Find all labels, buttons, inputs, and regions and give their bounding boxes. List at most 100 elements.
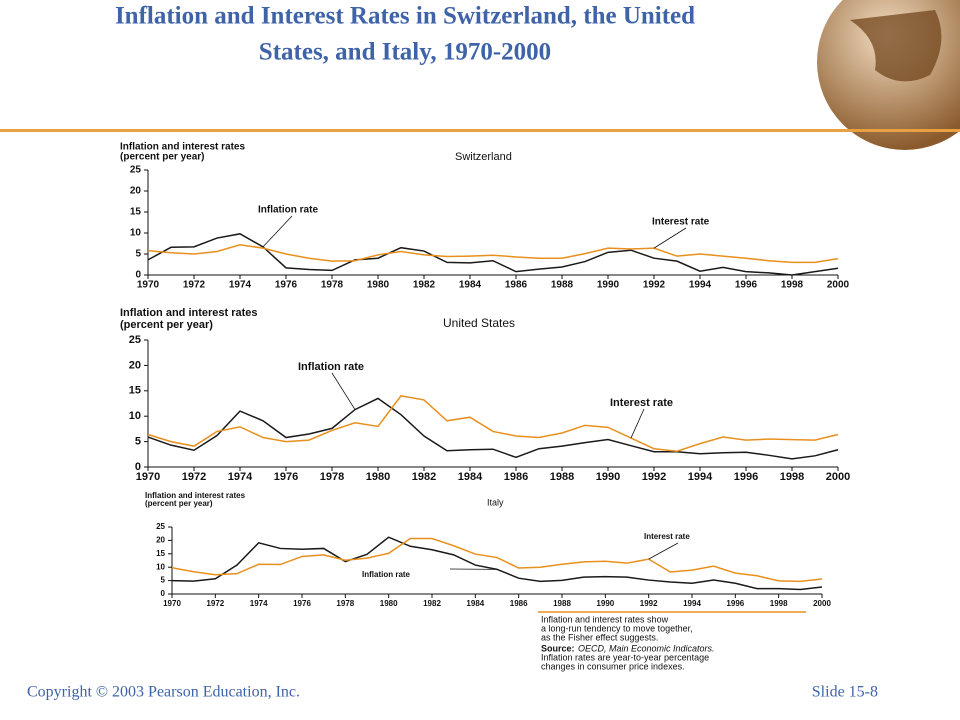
x-tick-label: 2000 — [813, 599, 831, 608]
x-tick-label: 1980 — [366, 471, 390, 483]
note: changes in consumer price indexes. — [541, 661, 685, 671]
slide-title: States, and Italy, 1970-2000 — [259, 39, 551, 66]
note: as the Fisher effect suggests. — [541, 632, 658, 642]
annotation-leader — [262, 215, 293, 248]
x-tick-label: 1982 — [412, 471, 436, 483]
y-tick-label: 5 — [135, 249, 141, 260]
x-tick-label: 1988 — [551, 280, 574, 291]
title-rule — [0, 129, 960, 132]
copyright: Copyright © 2003 Pearson Education, Inc. — [27, 684, 300, 701]
x-tick-label: 1980 — [367, 280, 390, 291]
x-tick-label: 1970 — [163, 599, 181, 608]
x-tick-label: 1976 — [293, 599, 311, 608]
y-tick-label: 15 — [156, 549, 165, 558]
x-tick-label: 1986 — [505, 280, 528, 291]
y-tick-label: 0 — [135, 461, 141, 473]
note: Inflation rates are year-to-year percent… — [541, 652, 709, 662]
x-tick-label: 1994 — [688, 471, 713, 483]
annotation: Interest rate — [644, 532, 690, 541]
note-source: OECD, Main Economic Indicators. — [578, 643, 715, 653]
y-tick-label: 20 — [129, 359, 141, 371]
y-tick-label: 5 — [161, 576, 166, 585]
x-tick-label: 1996 — [734, 471, 758, 483]
y-axis-label: (percent per year) — [120, 152, 204, 163]
x-tick-label: 1976 — [275, 280, 298, 291]
y-axis-label: (percent per year) — [145, 499, 213, 508]
x-tick-label: 1984 — [466, 599, 484, 608]
y-tick-label: 10 — [129, 410, 141, 422]
x-tick-label: 1996 — [735, 280, 758, 291]
x-tick-label: 1976 — [274, 471, 298, 483]
y-tick-label: 15 — [130, 207, 142, 218]
x-tick-label: 1978 — [336, 599, 354, 608]
x-tick-label: 1990 — [596, 471, 620, 483]
x-tick-label: 1998 — [781, 280, 804, 291]
y-tick-label: 5 — [135, 436, 141, 448]
series-line — [147, 233, 839, 276]
y-tick-label: 25 — [130, 165, 142, 176]
x-tick-label: 1974 — [250, 599, 268, 608]
x-tick-label: 1998 — [770, 599, 788, 608]
y-tick-label: 0 — [161, 589, 166, 598]
y-tick-label: 15 — [129, 385, 141, 397]
slide-title: Inflation and Interest Rates in Switzerl… — [115, 3, 695, 30]
annotation: Interest rate — [652, 217, 710, 228]
chart-title: Switzerland — [455, 151, 512, 163]
x-tick-label: 1972 — [182, 471, 206, 483]
chart-title: Italy — [487, 497, 504, 507]
annotation-leader — [648, 542, 679, 560]
x-tick-label: 1978 — [321, 280, 344, 291]
x-tick-label: 1970 — [136, 471, 160, 483]
y-axis-label: Inflation and interest rates — [120, 307, 258, 319]
x-tick-label: 1994 — [683, 599, 701, 608]
chart-title: United States — [443, 316, 515, 330]
x-tick-label: 1970 — [137, 280, 160, 291]
x-tick-label: 1988 — [553, 599, 571, 608]
x-tick-label: 1974 — [229, 280, 252, 291]
x-tick-label: 1994 — [689, 280, 712, 291]
x-tick-label: 1990 — [596, 599, 614, 608]
annotation-leader — [331, 372, 356, 410]
x-tick-label: 1986 — [510, 599, 528, 608]
note-source-label: Source: — [541, 643, 575, 653]
series-line — [171, 536, 823, 591]
y-tick-label: 20 — [156, 536, 165, 545]
x-tick-label: 1992 — [640, 599, 658, 608]
x-tick-label: 1986 — [504, 471, 528, 483]
x-tick-label: 1972 — [206, 599, 224, 608]
annotation: Inflation rate — [298, 361, 364, 373]
note: a long-run tendency to move together, — [541, 623, 693, 633]
x-tick-label: 1992 — [643, 280, 666, 291]
x-tick-label: 1980 — [380, 599, 398, 608]
annotation-leader — [630, 408, 645, 439]
x-tick-label: 1984 — [459, 280, 482, 291]
y-axis-label: Inflation and interest rates — [120, 142, 245, 153]
x-tick-label: 1990 — [597, 280, 620, 291]
x-tick-label: 1996 — [726, 599, 744, 608]
y-tick-label: 20 — [130, 186, 142, 197]
x-tick-label: 1988 — [550, 471, 574, 483]
x-tick-label: 1978 — [320, 471, 344, 483]
y-axis-label: Inflation and interest rates — [145, 491, 246, 500]
y-tick-label: 25 — [129, 334, 141, 346]
x-tick-label: 1998 — [780, 471, 804, 483]
y-axis-label: (percent per year) — [120, 319, 213, 331]
series-line — [171, 537, 823, 583]
y-tick-label: 0 — [135, 270, 141, 281]
x-tick-label: 1974 — [228, 471, 253, 483]
y-tick-label: 10 — [130, 228, 142, 239]
annotation: Interest rate — [610, 397, 673, 409]
series-line — [147, 243, 839, 264]
annotation: Inflation rate — [362, 570, 411, 579]
x-tick-label: 2000 — [827, 280, 850, 291]
note: Inflation and interest rates show — [541, 614, 669, 624]
y-tick-label: 25 — [156, 522, 165, 531]
x-tick-label: 2000 — [826, 471, 850, 483]
y-tick-label: 10 — [156, 562, 165, 571]
series-line — [147, 395, 839, 453]
series-line — [147, 397, 839, 460]
globe-land — [850, 10, 942, 82]
x-tick-label: 1982 — [423, 599, 441, 608]
annotation-leader — [653, 227, 687, 249]
